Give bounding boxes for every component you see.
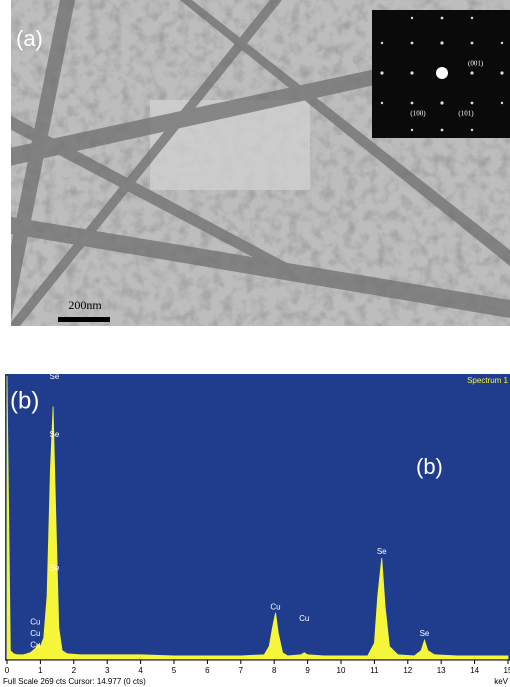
peak-label: Se — [50, 430, 60, 439]
x-tick-label: 8 — [272, 666, 277, 675]
x-tick-label: 0 — [5, 666, 10, 675]
panel-label: (b) — [416, 454, 443, 479]
panel-label: (a) — [16, 26, 43, 51]
spectrum-chart: Spectrum 1 (b) (b) Full Scale 269 cts Cu… — [3, 374, 510, 686]
x-tick-label: 11 — [370, 666, 379, 675]
x-tick-label: 6 — [205, 666, 210, 675]
diffraction-label: (101) — [458, 110, 474, 118]
x-tick-label: 10 — [337, 666, 346, 675]
peak-label: Cu — [270, 603, 280, 612]
peak-label: Cu — [30, 617, 40, 626]
peak-label: Cu — [299, 614, 309, 623]
x-tick-label: 12 — [403, 666, 412, 675]
peak-label: Cu — [30, 629, 40, 638]
peak-label: Se — [377, 547, 387, 556]
x-tick-label: 5 — [172, 666, 177, 675]
diffraction-label: (100) — [410, 110, 426, 118]
peak-label: Se — [420, 629, 430, 638]
figure: (a) (001) (100) (101) 200nm Spectrum 1 (… — [0, 0, 510, 687]
peak-label: Cu — [30, 640, 40, 649]
x-tick-label: 7 — [239, 666, 244, 675]
x-tick-label: 9 — [305, 666, 310, 675]
footer: Full Scale 269 cts Cursor: 14.977 (0 cts… — [3, 677, 146, 686]
x-tick-label: 2 — [72, 666, 77, 675]
x-tick-label: 1 — [38, 666, 43, 675]
peak-label: Se — [50, 564, 60, 573]
spectrum-name: Spectrum 1 — [467, 376, 508, 385]
x-tick-label: 3 — [105, 666, 110, 675]
x-unit: keV — [494, 677, 508, 686]
diffraction-label: (001) — [468, 60, 484, 68]
x-tick-label: 15 — [504, 666, 510, 675]
x-tick-label: 14 — [470, 666, 479, 675]
plot-background — [5, 374, 510, 660]
tem-image — [0, 0, 510, 326]
panel-label: (b) — [10, 387, 39, 414]
peak-label: Se — [50, 372, 60, 381]
x-tick-label: 4 — [138, 666, 143, 675]
x-tick-label: 13 — [437, 666, 446, 675]
scale-bar-label: 200nm — [68, 298, 102, 312]
scale-bar — [58, 317, 110, 322]
